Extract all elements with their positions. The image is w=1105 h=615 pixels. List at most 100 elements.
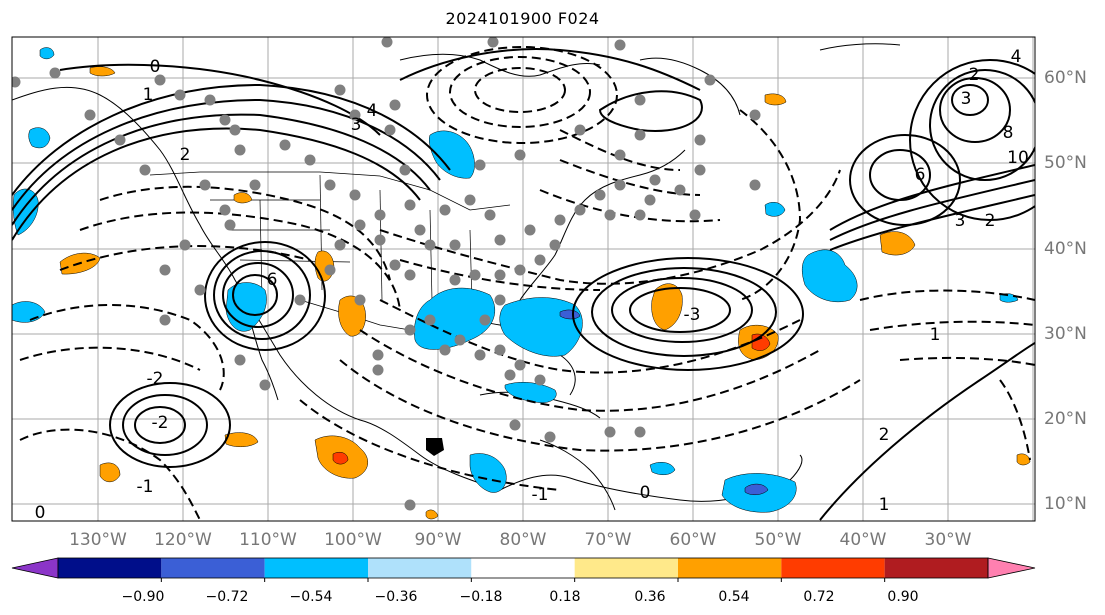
station-dot	[509, 419, 521, 431]
station-dot	[494, 269, 506, 281]
contour-label: 4	[367, 101, 378, 121]
station-dot	[439, 344, 451, 356]
station-dot	[354, 219, 366, 231]
contour-label: -2	[147, 369, 164, 389]
station-dot	[694, 134, 706, 146]
station-dot	[494, 344, 506, 356]
contour-label: 2	[879, 425, 890, 445]
station-dot	[114, 134, 126, 146]
station-dot	[634, 129, 646, 141]
station-dot	[404, 199, 416, 211]
station-dot	[12, 76, 21, 88]
lat-label: 10°N	[1044, 494, 1087, 514]
station-dot	[614, 39, 626, 51]
station-dot	[469, 269, 481, 281]
station-dot	[259, 379, 271, 391]
station-dot	[224, 219, 236, 231]
station-dot	[389, 99, 401, 111]
station-dot	[487, 37, 499, 48]
station-dot	[574, 204, 586, 216]
contour-label: 4	[1011, 47, 1022, 67]
station-dot	[644, 194, 656, 206]
colorbar-tick: 0.90	[887, 589, 918, 605]
colorbar-segment	[58, 558, 162, 578]
station-dot	[604, 426, 616, 438]
colorbar-tick: −0.54	[290, 589, 333, 605]
contours-dashed	[19, 46, 1035, 521]
station-dot	[179, 239, 191, 251]
colorbar-border	[57, 557, 989, 579]
station-dot	[194, 284, 206, 296]
station-dot	[372, 364, 384, 376]
colorbar-extend-high	[987, 557, 1036, 579]
station-dot	[404, 324, 416, 336]
contour-label: -3	[684, 305, 701, 325]
station-dot	[554, 214, 566, 226]
station-dot	[694, 164, 706, 176]
station-dot	[234, 354, 246, 366]
lat-label: 30°N	[1044, 324, 1087, 344]
station-dot	[304, 154, 316, 166]
contour-label: 2	[985, 211, 996, 231]
station-dot	[614, 179, 626, 191]
station-dot	[334, 84, 346, 96]
station-dot	[84, 109, 96, 121]
lat-label: 60°N	[1044, 68, 1087, 88]
station-dot	[404, 269, 416, 281]
station-dot	[749, 109, 761, 121]
station-dot	[414, 224, 426, 236]
lat-label: 40°N	[1044, 239, 1087, 259]
contour-label: 8	[1003, 123, 1014, 143]
lon-label: 110°W	[239, 530, 297, 550]
colorbar-segment	[574, 558, 678, 578]
station-dot	[474, 159, 486, 171]
lat-labels: 60°N 50°N 40°N 30°N 20°N 10°N	[1044, 68, 1087, 514]
station-dot	[374, 209, 386, 221]
station-dot	[649, 174, 661, 186]
station-dot	[604, 209, 616, 221]
station-dot	[704, 74, 716, 86]
colorbar-segment	[884, 558, 988, 578]
lon-label: 30°W	[925, 530, 972, 550]
lon-label: 70°W	[585, 530, 632, 550]
lon-label: 60°W	[670, 530, 717, 550]
station-dot	[534, 254, 546, 266]
station-dot	[381, 37, 393, 48]
station-dot	[279, 139, 291, 151]
station-dot	[204, 94, 216, 106]
station-dot	[514, 359, 526, 371]
colorbar-tick: −0.90	[122, 589, 165, 605]
station-dot	[449, 274, 461, 286]
station-dot	[49, 67, 61, 79]
contour-label: 3	[961, 89, 972, 109]
station-dot	[229, 124, 241, 136]
station-dot	[294, 294, 306, 306]
shading-negative	[12, 47, 1019, 513]
station-dot	[174, 89, 186, 101]
lon-label: 90°W	[415, 530, 462, 550]
station-dot	[574, 124, 586, 136]
lon-labels: 130°W 120°W 110°W 100°W 90°W 80°W 70°W 6…	[69, 530, 972, 550]
station-dot	[634, 209, 646, 221]
station-dot	[484, 209, 496, 221]
station-dot	[514, 149, 526, 161]
station-dot	[464, 194, 476, 206]
lon-label: 100°W	[324, 530, 382, 550]
contour-label: 0	[35, 503, 46, 523]
station-dot	[449, 239, 461, 251]
lon-label: 120°W	[154, 530, 212, 550]
station-dot	[159, 264, 171, 276]
station-dot	[324, 264, 336, 276]
station-dot	[219, 114, 231, 126]
lat-label: 50°N	[1044, 153, 1087, 173]
contour-label: 0	[150, 57, 161, 77]
station-dot	[474, 349, 486, 361]
map-title: 2024101900 F024	[445, 9, 600, 28]
colorbar-tick: −0.72	[206, 589, 249, 605]
contour-label: 2	[969, 65, 980, 85]
station-dot	[384, 124, 396, 136]
contour-label: 3	[351, 115, 362, 135]
lon-label: 130°W	[69, 530, 127, 550]
colorbar-tick: 0.36	[634, 589, 665, 605]
contour-label: 6	[915, 165, 926, 185]
